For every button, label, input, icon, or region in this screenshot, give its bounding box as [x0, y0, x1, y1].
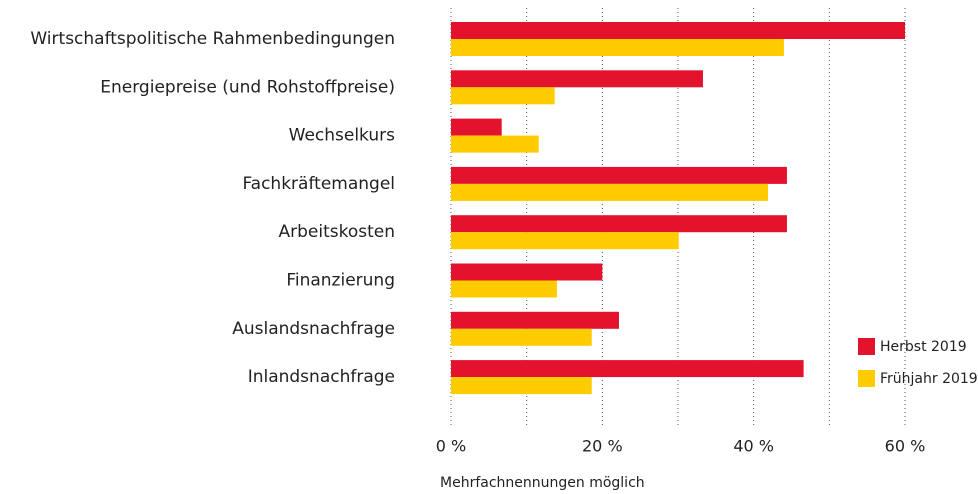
x-tick-label: 60 % — [885, 437, 926, 456]
x-tick-label: 0 % — [436, 437, 466, 456]
legend-label: Frühjahr 2019 — [880, 371, 978, 387]
x-tick-label: 20 % — [582, 437, 623, 456]
legend-swatch — [858, 370, 875, 387]
bar — [451, 135, 539, 153]
bar — [451, 215, 787, 233]
category-label: Auslandsnachfrage — [232, 319, 395, 339]
category-label: Wechselkurs — [289, 126, 396, 146]
legend-label: Herbst 2019 — [880, 339, 967, 355]
bar — [451, 311, 619, 329]
category-label: Finanzierung — [286, 271, 395, 291]
category-label: Inlandsnachfrage — [248, 367, 395, 387]
category-label: Energiepreise (und Rohstoffpreise) — [100, 77, 395, 97]
category-label: Arbeitskosten — [278, 222, 395, 242]
bar — [451, 263, 603, 281]
bar — [451, 118, 502, 136]
bar — [451, 232, 679, 250]
bar — [451, 328, 592, 346]
note: Mehrfachnennungen möglich — [440, 475, 645, 491]
bar — [451, 360, 804, 378]
bar — [451, 166, 787, 184]
legend-swatch — [858, 338, 875, 355]
bar — [451, 183, 769, 201]
bar — [451, 70, 703, 88]
bar — [451, 39, 784, 56]
x-tick-label: 40 % — [733, 437, 774, 456]
bar — [451, 22, 905, 39]
category-label: Wirtschaftspolitische Rahmenbedingungen — [30, 29, 395, 49]
category-label: Fachkräftemangel — [242, 174, 395, 194]
bar — [451, 280, 557, 298]
bar — [451, 87, 555, 105]
bar — [451, 377, 592, 395]
